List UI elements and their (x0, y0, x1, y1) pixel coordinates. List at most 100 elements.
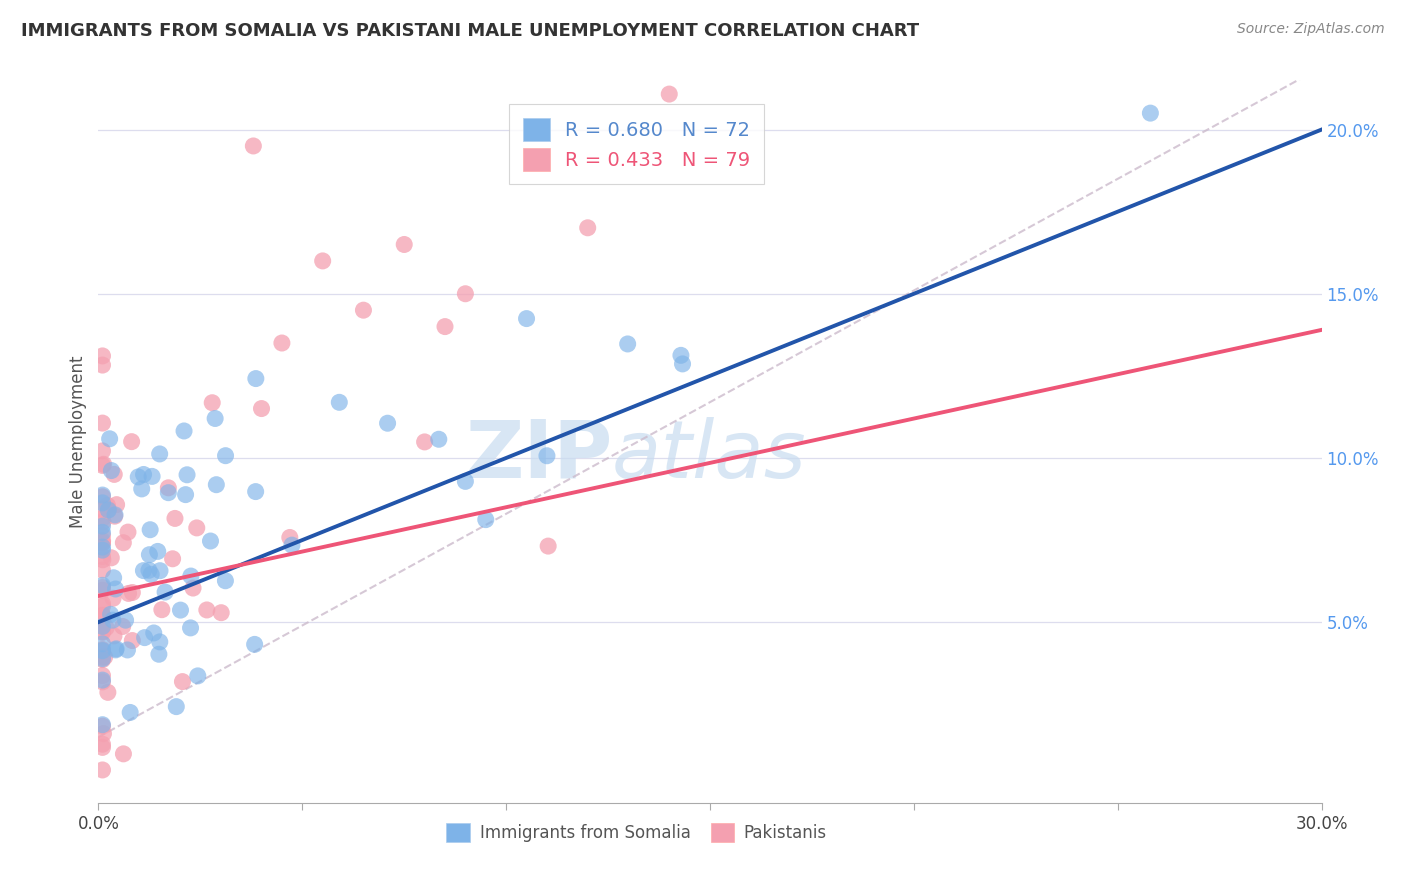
Point (100, 550, 122, 565)
Point (91, 619, 114, 633)
Point (97, 502, 120, 516)
Point (91, 642, 114, 657)
Point (576, 220, 599, 235)
Point (96, 621, 118, 635)
Point (120, 706, 142, 720)
Point (100, 607, 122, 622)
Point (104, 643, 127, 657)
Point (97, 685, 120, 699)
Point (138, 548, 160, 562)
Point (245, 371, 267, 385)
Point (91, 549, 114, 564)
Point (91, 673, 114, 687)
Point (91, 528, 114, 542)
Point (117, 643, 139, 657)
Point (91, 651, 114, 665)
Point (214, 449, 236, 463)
Point (101, 613, 124, 627)
Point (174, 488, 197, 502)
Point (117, 525, 139, 540)
Text: atlas: atlas (612, 417, 807, 495)
Point (91, 740, 114, 755)
Point (132, 564, 155, 578)
Point (91, 443, 114, 458)
Point (91, 358, 114, 372)
Point (91, 543, 114, 558)
Point (138, 563, 160, 577)
Point (91, 597, 114, 611)
Point (91, 533, 114, 548)
Point (91, 416, 114, 430)
Point (91, 650, 114, 665)
Point (201, 395, 224, 409)
Point (121, 585, 143, 599)
Point (91, 583, 114, 598)
Point (658, 87, 681, 101)
Point (91, 519, 114, 533)
Point (91, 458, 114, 473)
Point (162, 551, 184, 566)
Point (169, 603, 191, 617)
Point (172, 674, 194, 689)
Point (105, 641, 128, 656)
Point (91, 581, 114, 595)
Point (209, 606, 232, 620)
Text: IMMIGRANTS FROM SOMALIA VS PAKISTANI MALE UNEMPLOYMENT CORRELATION CHART: IMMIGRANTS FROM SOMALIA VS PAKISTANI MAL… (21, 22, 920, 40)
Point (91, 719, 114, 733)
Point (91, 599, 114, 614)
Point (103, 467, 125, 482)
Point (537, 539, 560, 553)
Point (91, 644, 114, 658)
Point (91, 525, 114, 540)
Point (91, 637, 114, 651)
Point (180, 621, 202, 635)
Point (93, 649, 115, 664)
Point (474, 513, 498, 527)
Point (93, 726, 115, 740)
Point (91, 490, 114, 504)
Point (454, 286, 477, 301)
Point (142, 626, 165, 640)
Point (93, 610, 115, 624)
Point (104, 509, 127, 524)
Point (141, 469, 163, 483)
Point (146, 544, 169, 558)
Point (671, 357, 693, 371)
Point (200, 534, 222, 549)
Point (352, 303, 374, 318)
Point (149, 635, 172, 649)
Point (180, 569, 202, 583)
Point (93, 457, 115, 471)
Point (157, 481, 180, 495)
Point (91, 496, 114, 510)
Point (281, 538, 304, 552)
Point (141, 567, 163, 582)
Point (103, 629, 125, 643)
Point (91, 625, 114, 640)
Point (173, 424, 195, 438)
Point (91, 668, 114, 682)
Point (433, 319, 456, 334)
Point (104, 582, 127, 596)
Point (91, 737, 114, 751)
Point (377, 416, 399, 430)
Point (186, 521, 208, 535)
Point (91, 515, 114, 529)
Point (91, 608, 114, 623)
Point (91, 535, 114, 549)
Point (669, 348, 692, 362)
Point (148, 647, 170, 661)
Point (245, 484, 267, 499)
Point (187, 669, 209, 683)
Point (1139, 106, 1161, 120)
Point (96, 499, 118, 513)
Point (101, 591, 124, 606)
Point (181, 581, 204, 595)
Point (117, 586, 139, 600)
Point (515, 311, 537, 326)
Point (91, 674, 114, 689)
Point (91, 653, 114, 667)
Point (195, 603, 218, 617)
Point (103, 571, 125, 585)
Point (454, 475, 477, 489)
